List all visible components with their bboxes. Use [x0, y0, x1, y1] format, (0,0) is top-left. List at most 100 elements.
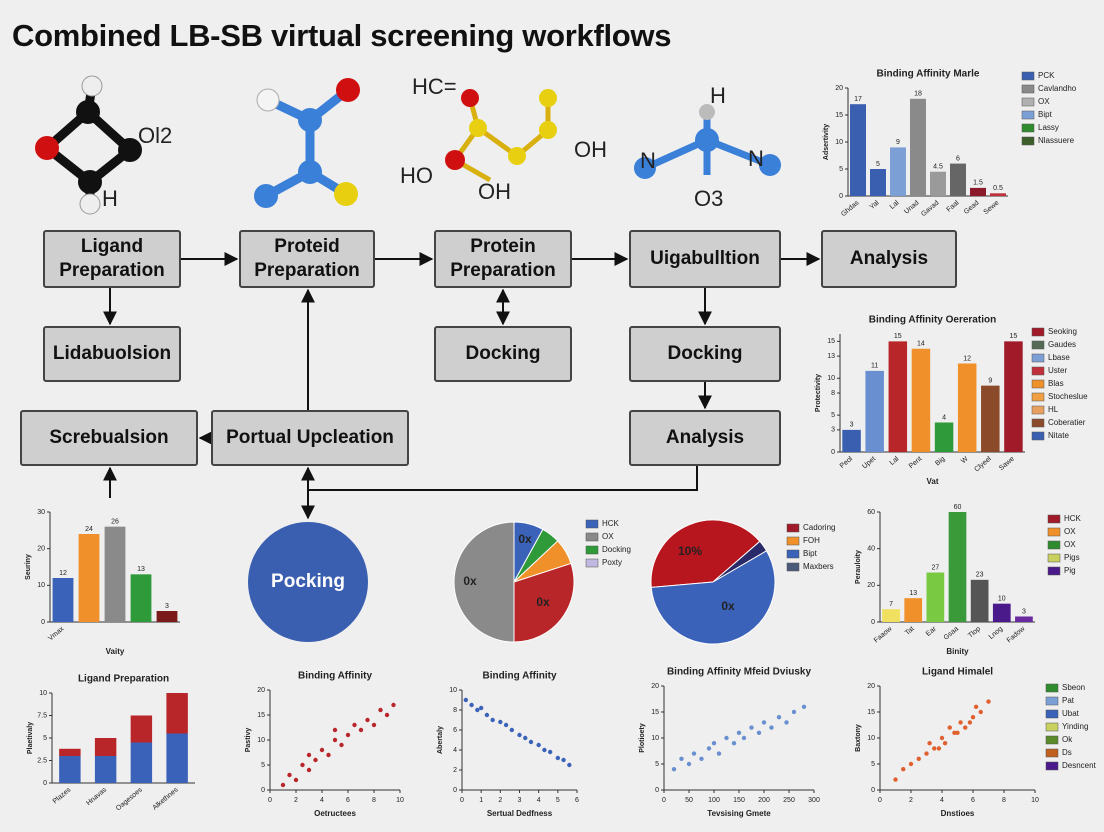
x-tick-label: 4: [940, 797, 944, 804]
value-label: 11: [871, 363, 878, 370]
value-label: 12: [59, 570, 67, 577]
value-label: 5: [876, 161, 880, 168]
point: [490, 717, 495, 723]
point: [469, 702, 474, 708]
y-tick-label: 20: [867, 582, 875, 589]
y-tick-label: 5: [43, 735, 47, 742]
value-label: 3: [1022, 608, 1026, 615]
bar: [911, 348, 931, 452]
x-tick-label: Gsaa: [943, 626, 960, 642]
legend-swatch: [1045, 709, 1059, 719]
legend-label: Pat: [1062, 696, 1075, 705]
step-box: Analysis: [821, 230, 957, 288]
y-tick-label: 5: [831, 412, 835, 419]
x-tick-label: Lal: [889, 199, 901, 211]
y-tick-label: 8: [831, 390, 835, 397]
y-tick-label: 2: [453, 767, 457, 774]
legend-swatch: [786, 536, 800, 546]
value-label: 10: [998, 596, 1006, 603]
legend-label: Cadoring: [803, 523, 835, 532]
legend-label: Stocheslue: [1048, 392, 1088, 401]
step-box: Protein Preparation: [434, 230, 572, 288]
point: [791, 709, 797, 715]
y-axis-label: Baxtony: [855, 724, 862, 752]
legend-label: Desncent: [1062, 761, 1097, 770]
y-axis-label: Seuriny: [25, 554, 32, 580]
bar: [910, 98, 926, 196]
legend-swatch: [1047, 514, 1061, 524]
point: [967, 720, 973, 725]
value-label: 26: [111, 519, 119, 526]
point: [528, 739, 534, 745]
legend-label: Seoking: [1048, 327, 1077, 336]
point: [716, 751, 722, 756]
x-tick-label: Upet: [861, 456, 877, 471]
legend-label: Docking: [602, 545, 631, 554]
y-tick-label: 20: [257, 687, 265, 694]
y-axis-label: Perauloity: [855, 550, 862, 584]
slice-label: 0x: [721, 599, 735, 613]
y-axis-label: Abertaly: [437, 726, 444, 754]
x-tick-label: Gavad: [920, 200, 940, 219]
x-tick-label: 300: [808, 797, 820, 804]
legend-swatch: [1021, 136, 1035, 146]
x-tick-label: 1: [479, 797, 483, 804]
point: [776, 715, 782, 720]
legend-label: Poxty: [602, 558, 622, 567]
y-tick-label: 0: [655, 787, 659, 794]
x-tick-label: 3: [518, 797, 522, 804]
bar: [865, 370, 884, 452]
x-tick-label: Pent: [908, 456, 924, 471]
legend-label: Cavlandho: [1038, 84, 1077, 93]
x-tick-label: Ghdas: [840, 199, 861, 218]
legend-label: Bipt: [1038, 110, 1053, 119]
x-tick-label: 50: [685, 797, 693, 804]
y-tick-label: 40: [867, 546, 875, 553]
page-title: Combined LB-SB virtual screening workflo…: [12, 18, 672, 53]
value-label: 15: [1010, 333, 1018, 340]
step-box: Proteid Preparation: [239, 230, 375, 288]
value-label: 7: [889, 601, 893, 608]
y-tick-label: 5: [655, 761, 659, 768]
y-axis-label: Plaetivaly: [27, 722, 34, 754]
bar-segment: [59, 748, 81, 756]
legend-label: Gaudes: [1048, 340, 1076, 349]
value-label: 9: [896, 139, 900, 146]
y-tick-label: 0: [831, 449, 835, 456]
bar: [842, 429, 861, 452]
charts: PCK Cavlandho OX Bipt Lassy Nlassuere Binding …: [25, 69, 1097, 818]
point: [947, 725, 952, 730]
legend-swatch: [1031, 327, 1045, 337]
legend-label: Lbase: [1048, 353, 1070, 362]
point: [724, 735, 729, 741]
chart-title: Binding Affinity: [482, 671, 556, 682]
x-axis-label: Vaity: [106, 647, 125, 656]
x-tick-label: Yal: [869, 199, 881, 211]
pie-slice: [650, 550, 776, 645]
x-tick-label: Peol: [839, 455, 855, 470]
bar: [930, 171, 946, 196]
x-tick-label: Clyeel: [973, 455, 993, 473]
x-axis-label: Vat: [926, 477, 938, 486]
legend-swatch: [585, 532, 599, 542]
point: [963, 725, 968, 730]
x-tick-label: 100: [708, 797, 720, 804]
legend-label: Nitate: [1048, 431, 1069, 440]
x-tick-label: 250: [783, 797, 795, 804]
legend-label: Lassy: [1038, 123, 1059, 132]
x-axis-label: Tevsising Gmete: [707, 809, 771, 818]
legend-swatch: [1021, 84, 1035, 94]
bar: [948, 512, 967, 622]
y-tick-label: 10: [827, 375, 835, 382]
y-tick-label: 13: [827, 353, 835, 360]
bar: [950, 163, 966, 196]
y-tick-label: 15: [827, 338, 835, 345]
legend-label: Maxbers: [803, 562, 834, 571]
legend-label: Coberatier: [1048, 418, 1086, 427]
bar-segment: [94, 738, 117, 756]
legend-swatch: [1045, 696, 1059, 706]
point: [555, 755, 561, 761]
point: [916, 756, 921, 761]
slice-label: 0x: [536, 595, 550, 609]
